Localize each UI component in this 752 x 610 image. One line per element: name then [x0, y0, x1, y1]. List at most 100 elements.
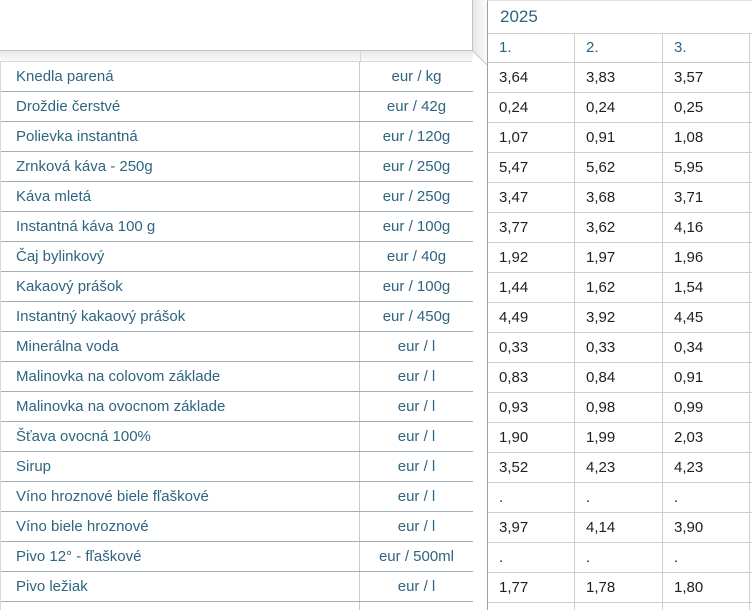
value-cell: 1,44 — [488, 273, 575, 302]
table-row: Knedla parená eur / kg — [1, 62, 473, 92]
value-cell: 3,97 — [488, 513, 575, 542]
table-row — [1, 602, 473, 610]
product-label: Víno biele hroznové — [1, 512, 360, 541]
value-cell: 3,52 — [488, 453, 575, 482]
value-cell: 3,77 — [488, 213, 575, 242]
unit-label: eur / 250g — [382, 188, 451, 205]
table-row: Kakaový prášok eur / 100g — [1, 272, 473, 302]
value-cell: 4,45 — [663, 303, 750, 332]
value-cell: 0,24 — [575, 93, 663, 122]
value-cell: 0,33 — [575, 333, 663, 362]
unit-label: eur / 42g — [386, 98, 447, 115]
unit-label: eur / 100g — [382, 218, 451, 235]
value-cell: 1,92 — [488, 243, 575, 272]
value-cell: . — [575, 543, 663, 572]
value-cell — [575, 603, 663, 610]
value-cell: 3,64 — [488, 63, 575, 92]
table-row-values — [488, 603, 752, 610]
unit-label: eur / 40g — [386, 248, 447, 265]
value-cell: 1,97 — [575, 243, 663, 272]
unit-label: eur / 450g — [382, 308, 451, 325]
unit-label: eur / l — [397, 578, 436, 595]
value-cell: 3,90 — [663, 513, 750, 542]
value-cell: 0,91 — [663, 363, 750, 392]
value-cell: 0,83 — [488, 363, 575, 392]
value-cell: . — [663, 543, 750, 572]
table-row: Šťava ovocná 100% eur / l — [1, 422, 473, 452]
value-cell: 1,77 — [488, 573, 575, 602]
product-label — [1, 602, 360, 610]
product-label: Šťava ovocná 100% — [1, 422, 360, 451]
value-cell: 4,14 — [575, 513, 663, 542]
pane-splitter-handle[interactable] — [0, 0, 492, 70]
value-cell: 1,80 — [663, 573, 750, 602]
table-row-values: 1,90 1,99 2,03 — [488, 423, 752, 453]
unit-label: eur / l — [397, 458, 436, 475]
year-header: 2025 — [500, 7, 538, 26]
data-pane: 2025 1. 2. 3. 3,64 3,83 3,57 0,24 0,24 0… — [487, 0, 752, 610]
table-row: Čaj bylinkový eur / 40g — [1, 242, 473, 272]
table-row-values: 1,07 0,91 1,08 — [488, 123, 752, 153]
month-header-cell: 1. — [488, 34, 575, 62]
product-label: Malinovka na ovocnom základe — [1, 392, 360, 421]
table-row-values: 3,47 3,68 3,71 — [488, 183, 752, 213]
value-cell: 3,57 — [663, 63, 750, 92]
value-cell — [663, 603, 750, 610]
table-row-values: 0,83 0,84 0,91 — [488, 363, 752, 393]
value-cell: 3,62 — [575, 213, 663, 242]
value-cell: 1,99 — [575, 423, 663, 452]
unit-label: eur / 250g — [382, 158, 451, 175]
product-label: Minerálna voda — [1, 332, 360, 361]
value-cell: 1,54 — [663, 273, 750, 302]
table-row: Instantný kakaový prášok eur / 450g — [1, 302, 473, 332]
value-cell: 4,49 — [488, 303, 575, 332]
table-row: Droždie čerstvé eur / 42g — [1, 92, 473, 122]
table-row-values: 3,52 4,23 4,23 — [488, 453, 752, 483]
value-cell: 0,93 — [488, 393, 575, 422]
value-cell: . — [488, 483, 575, 512]
value-cell: 0,33 — [488, 333, 575, 362]
value-cell: 1,62 — [575, 273, 663, 302]
unit-label: eur / l — [397, 338, 436, 355]
value-cell: 1,07 — [488, 123, 575, 152]
value-cell: 3,83 — [575, 63, 663, 92]
table-row-values: 1,44 1,62 1,54 — [488, 273, 752, 303]
table-row: Instantná káva 100 g eur / 100g — [1, 212, 473, 242]
table-row: Minerálna voda eur / l — [1, 332, 473, 362]
table-row-values: 5,47 5,62 5,95 — [488, 153, 752, 183]
table-row-values: 3,64 3,83 3,57 — [488, 63, 752, 93]
product-label: Malinovka na colovom základe — [1, 362, 360, 391]
table-row-values: 0,93 0,98 0,99 — [488, 393, 752, 423]
product-label: Pivo ležiak — [1, 572, 360, 601]
product-label: Víno hroznové biele fľaškové — [1, 482, 360, 511]
table-row: Káva mletá eur / 250g — [1, 182, 473, 212]
table-row: Pivo ležiak eur / l — [1, 572, 473, 602]
value-cell: 1,90 — [488, 423, 575, 452]
value-cell: 2,03 — [663, 423, 750, 452]
unit-label: eur / l — [397, 398, 436, 415]
product-label: Pivo 12° - fľaškové — [1, 542, 360, 571]
unit-label: eur / 500ml — [378, 548, 455, 565]
month-header-cell: 3. — [663, 34, 750, 62]
value-cell: 0,34 — [663, 333, 750, 362]
label-rows-container: Knedla parená eur / kg Droždie čerstvé e… — [1, 62, 473, 610]
value-cell: 5,47 — [488, 153, 575, 182]
product-label: Polievka instantná — [1, 122, 360, 151]
month-header-row: 1. 2. 3. — [488, 34, 752, 63]
value-cell: 0,84 — [575, 363, 663, 392]
unit-label — [360, 602, 473, 610]
table-row-values: 4,49 3,92 4,45 — [488, 303, 752, 333]
value-cell: 3,68 — [575, 183, 663, 212]
table-row-values: . . . — [488, 483, 752, 513]
value-cell: 3,92 — [575, 303, 663, 332]
value-cell: 4,23 — [575, 453, 663, 482]
table-row: Polievka instantná eur / 120g — [1, 122, 473, 152]
product-label: Instantný kakaový prášok — [1, 302, 360, 331]
unit-label: eur / l — [397, 428, 436, 445]
table-row-values: 3,77 3,62 4,16 — [488, 213, 752, 243]
value-cell: 0,24 — [488, 93, 575, 122]
unit-label: eur / 100g — [382, 278, 451, 295]
product-label: Čaj bylinkový — [1, 242, 360, 271]
value-cell: 4,23 — [663, 453, 750, 482]
